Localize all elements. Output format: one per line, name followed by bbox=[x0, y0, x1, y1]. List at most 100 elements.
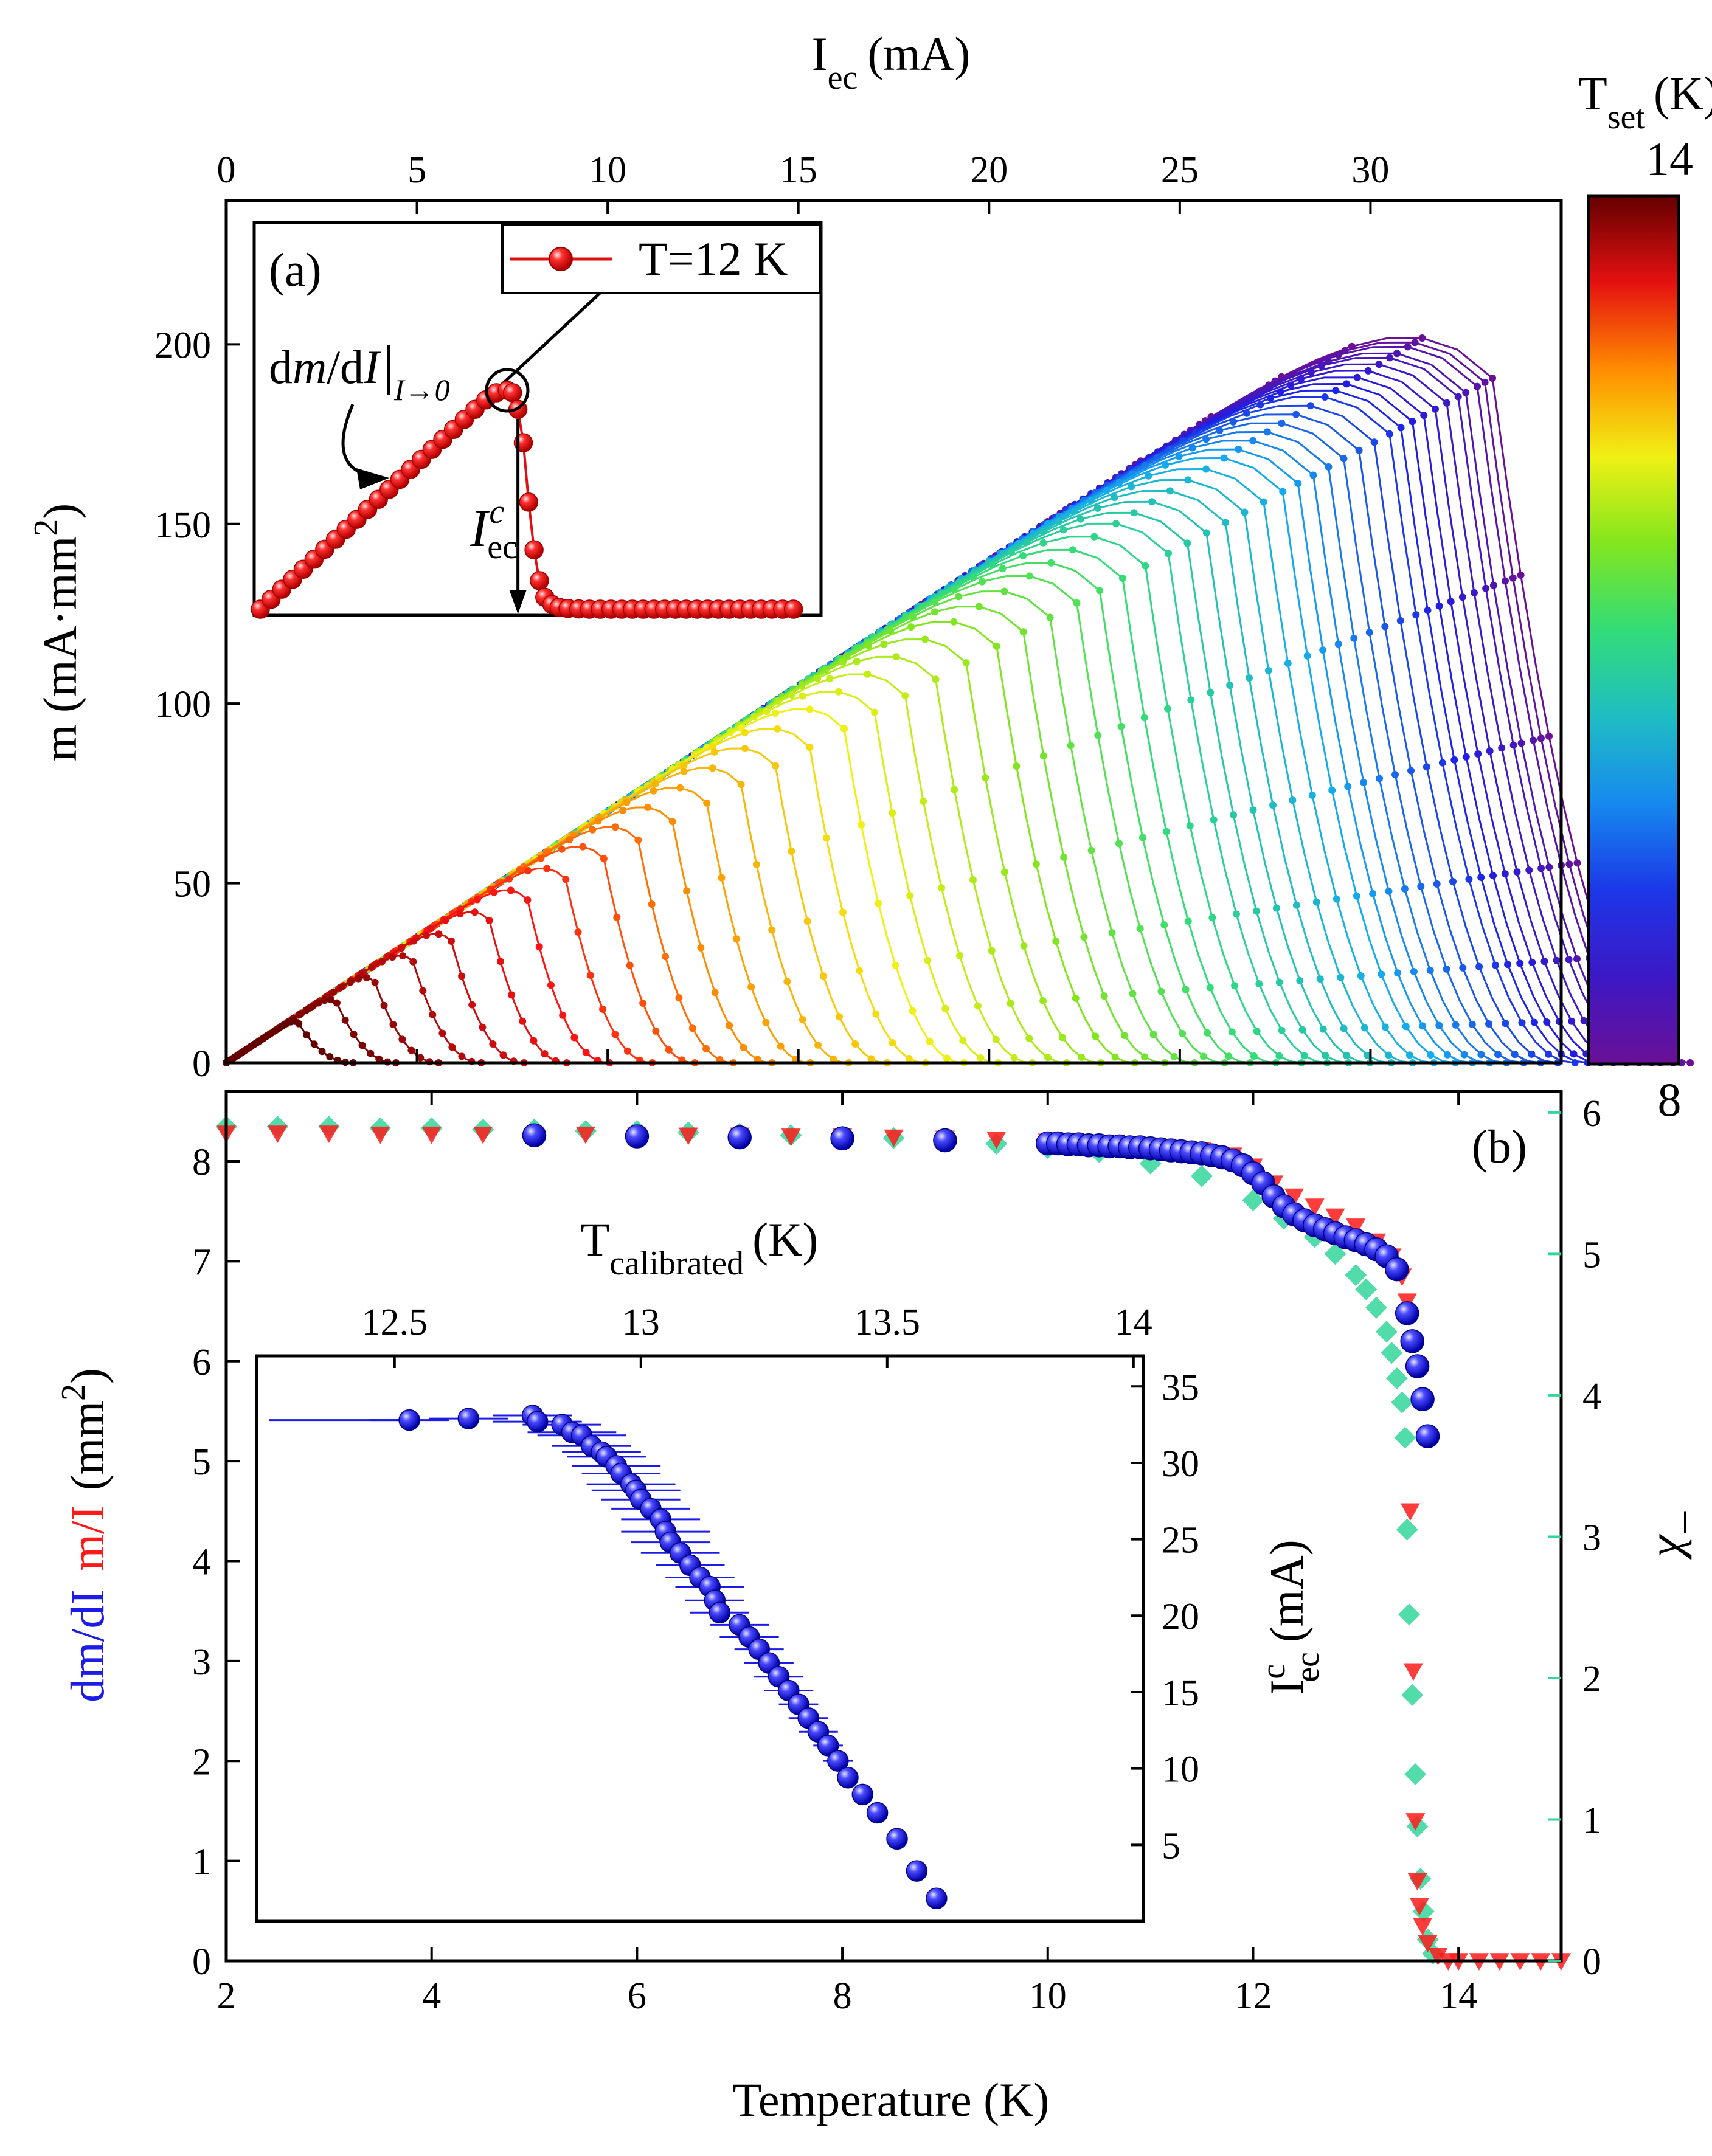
panel-a-curve-point bbox=[1334, 640, 1342, 648]
chi-point bbox=[1375, 1321, 1398, 1343]
panel-a-curve-point bbox=[871, 708, 879, 716]
panel-a-curve-point bbox=[468, 1001, 476, 1009]
dm-di-point bbox=[830, 1126, 854, 1151]
panel-a-curve-point bbox=[1545, 1050, 1552, 1058]
panel-a-curve-point bbox=[1233, 910, 1240, 918]
panel-a-curve-point bbox=[1216, 427, 1224, 435]
panel-a-curve-point bbox=[1516, 959, 1524, 967]
panel-a-curve-point bbox=[1039, 997, 1047, 1004]
panel-a-curve-point bbox=[856, 967, 864, 975]
panel-a-curve-point bbox=[1183, 539, 1191, 547]
panel-a-curve-point bbox=[613, 913, 621, 921]
panel-a-curve-point bbox=[1204, 1029, 1211, 1037]
panel-a-curve-point bbox=[1136, 925, 1144, 933]
panel-a-curve-point bbox=[1353, 373, 1361, 381]
panel-a-curve-point bbox=[1138, 834, 1146, 841]
m-over-i-point bbox=[1284, 1188, 1304, 1206]
chi-point bbox=[1381, 1342, 1403, 1364]
panel-a-curve-point bbox=[427, 925, 435, 933]
panel-a-curve-point bbox=[1545, 863, 1553, 871]
panel-a-curve-point bbox=[1462, 753, 1470, 761]
panel-a-curve-point bbox=[1509, 574, 1517, 582]
panel-a-curve-point bbox=[422, 931, 430, 939]
panel-a-curve-point bbox=[697, 944, 705, 952]
panel-a-curve-point bbox=[1686, 1059, 1694, 1066]
panel-a-curve-point bbox=[1278, 420, 1286, 427]
panel-b-right-y-tick-label: 4 bbox=[1582, 1376, 1601, 1417]
panel-a-curve-point bbox=[1565, 956, 1573, 964]
panel-a-curve-point bbox=[1460, 1051, 1468, 1059]
panel-b-inset-y-tick-label: 35 bbox=[1162, 1367, 1199, 1408]
panel-a-curve-point bbox=[969, 876, 977, 884]
critical-current-annotation: Ic ec bbox=[470, 493, 518, 566]
panel-a-curve-point bbox=[1580, 1017, 1588, 1024]
panel-b-label: (b) bbox=[1472, 1120, 1527, 1173]
panel-a-curve-point bbox=[1391, 771, 1399, 778]
panel-a-curve-point bbox=[1407, 767, 1415, 775]
panel-a-curve-point bbox=[1376, 775, 1384, 783]
panel-a-curve-point bbox=[783, 978, 791, 986]
panel-a-curve-point bbox=[906, 892, 914, 899]
panel-b-inset-y-tick-label: 10 bbox=[1162, 1749, 1199, 1791]
panel-a-curve-point bbox=[1246, 674, 1253, 682]
panel-a-curve-point bbox=[1249, 806, 1257, 814]
panel-a-curve-point bbox=[1418, 334, 1426, 342]
panel-a-curve-point bbox=[1170, 1052, 1178, 1060]
panel-a-curve-point bbox=[456, 910, 464, 918]
dm-di-point bbox=[1410, 1387, 1435, 1412]
panel-a-curve-point bbox=[1396, 617, 1404, 624]
inset-b-point bbox=[398, 1409, 420, 1431]
panel-a-curve-point bbox=[485, 917, 493, 924]
panel-a-curve-point bbox=[1502, 1020, 1509, 1028]
panel-a-curve-point bbox=[1267, 394, 1274, 402]
panel-a-curve-point bbox=[1528, 1050, 1536, 1058]
panel-a-curve-point bbox=[1485, 1020, 1492, 1028]
panel-a-curve-point bbox=[931, 608, 939, 616]
panel-a-curve-point bbox=[558, 845, 566, 853]
panel-a-curve-point bbox=[1129, 990, 1137, 998]
colorbar-min-label: 8 bbox=[1658, 1073, 1682, 1126]
panel-a-curve-point bbox=[302, 1006, 310, 1014]
panel-a-curve-point bbox=[853, 657, 861, 665]
panel-b-left-y-title: dm/dIm/I(mm2) bbox=[55, 1368, 114, 1702]
panel-a-curve-point bbox=[1067, 742, 1075, 750]
inset-a-point bbox=[524, 540, 544, 559]
panel-a-curve-point bbox=[473, 896, 481, 904]
panel-a-curve-point bbox=[1226, 682, 1234, 689]
panel-a-curve-point bbox=[1096, 587, 1104, 595]
panel-a-curve-point bbox=[1165, 550, 1172, 558]
panel-a-x-tick-label: 30 bbox=[1351, 150, 1389, 191]
panel-a-curve-point bbox=[397, 944, 405, 952]
panel-a-curve-point bbox=[1292, 410, 1300, 418]
panel-a-curve-point bbox=[1297, 375, 1305, 382]
panel-a-curve-point bbox=[448, 1043, 456, 1051]
panel-a-curve-point bbox=[1235, 446, 1242, 454]
panel-a-curve-point bbox=[1528, 958, 1536, 966]
panel-a-curve-point bbox=[1344, 783, 1352, 790]
panel-a-y-ticks: 0 50 100 150 200 bbox=[154, 325, 240, 1085]
panel-a-curve-point bbox=[1255, 980, 1263, 988]
panel-a-curve-point bbox=[1319, 1025, 1327, 1033]
panel-a-curve-point bbox=[1332, 387, 1340, 395]
panel-a-y-tick-label: 200 bbox=[154, 325, 211, 366]
panel-a-curve-point bbox=[1369, 890, 1377, 897]
panel-a-curve-point bbox=[1410, 968, 1418, 976]
panel-a-curve-point bbox=[1513, 868, 1521, 876]
panel-a-curve-point bbox=[772, 762, 780, 770]
panel-a-curve-point bbox=[1489, 872, 1497, 880]
chi-point bbox=[1401, 1684, 1424, 1706]
panel-a-curve-point bbox=[1206, 984, 1214, 992]
panel-a-curve-point bbox=[741, 745, 749, 752]
inset-b-point bbox=[926, 1887, 948, 1910]
panel-a-curve-point bbox=[892, 961, 899, 969]
panel-a-curve-point bbox=[1357, 972, 1365, 980]
panel-a-curve-point bbox=[867, 1055, 875, 1063]
panel-a-curve-point bbox=[1553, 956, 1561, 964]
panel-a-curve-point bbox=[1502, 577, 1509, 585]
panel-b-left-y-ticks: 0 1 2 3 4 5 6 7 8 bbox=[192, 1142, 240, 1983]
panel-a-curve-point bbox=[1263, 428, 1271, 436]
panel-a-curve-point bbox=[710, 748, 718, 756]
panel-a-x-tick-label: 5 bbox=[407, 150, 426, 191]
legend-label: T=12 K bbox=[639, 232, 788, 285]
panel-a-curve-point bbox=[310, 1040, 318, 1048]
